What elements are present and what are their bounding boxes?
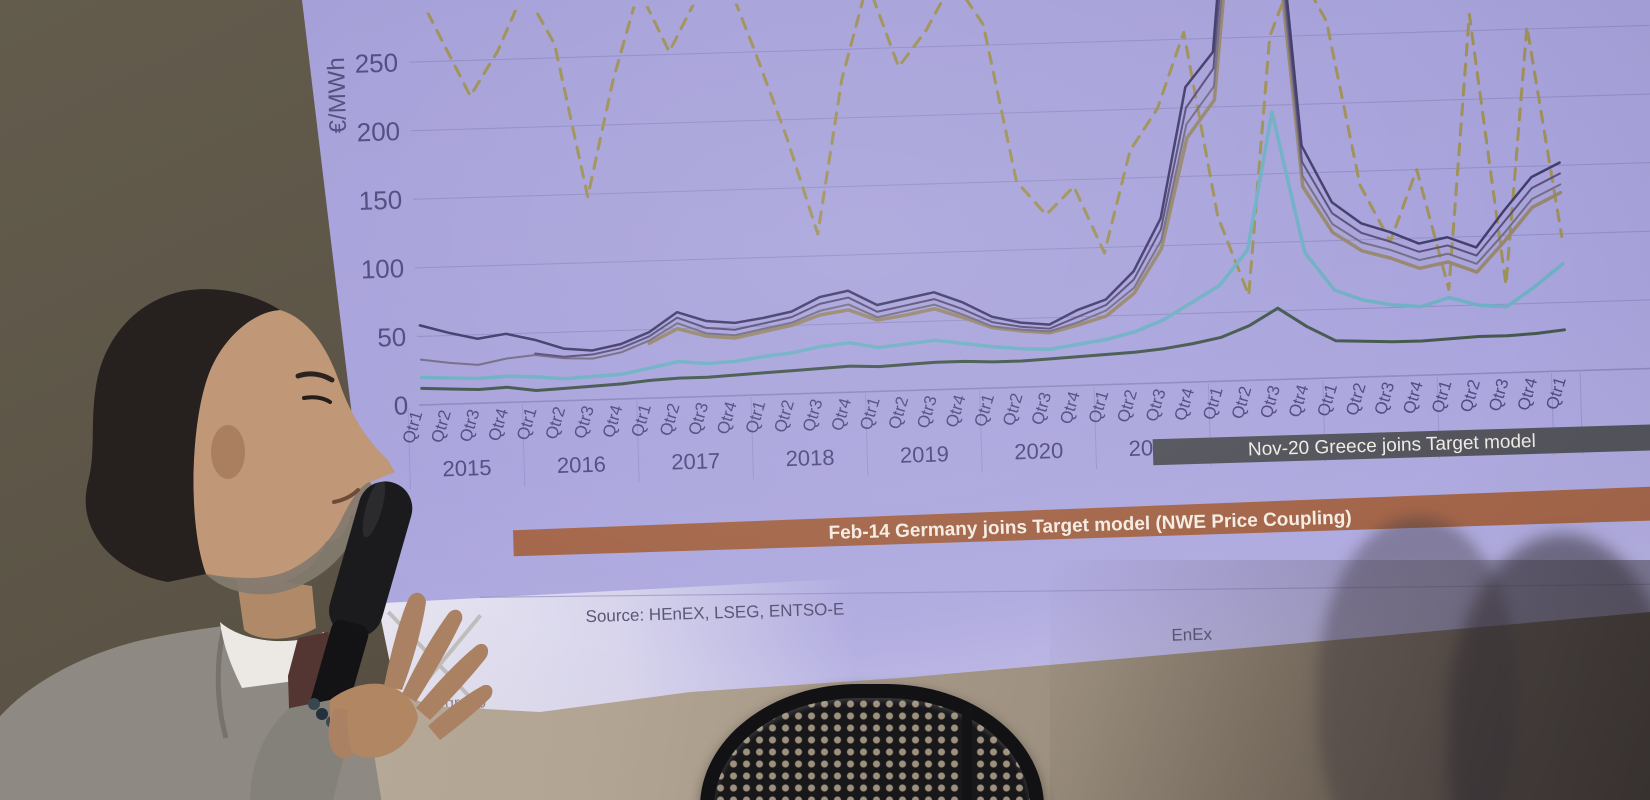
ear: [211, 425, 245, 479]
x-year-label: 2016: [557, 452, 607, 478]
mouth: [332, 488, 360, 504]
x-year-label: 2020: [1014, 438, 1064, 464]
y-axis-title: €/MWh: [323, 57, 352, 134]
x-year-label: 2015: [442, 455, 492, 481]
annotation-bar-greece: [1152, 424, 1650, 466]
y-tick-label: 200: [356, 116, 400, 147]
year-separator: [521, 403, 526, 486]
year-separator: [1093, 386, 1098, 469]
eyebrow: [295, 371, 335, 383]
x-year-label: 2019: [900, 441, 950, 467]
gridline: [409, 24, 1650, 63]
hair: [85, 289, 280, 582]
annotation-bar-germany: [513, 486, 1650, 557]
gridline: [419, 367, 1650, 406]
year-separator: [864, 393, 869, 476]
gridline: [413, 161, 1650, 200]
y-tick-label: 150: [358, 185, 402, 216]
year-separator: [636, 400, 640, 483]
y-tick-label: 50: [377, 322, 407, 353]
price-chart: 050100150200250Qtr1Qtr2Qtr3Qtr4Qtr1Qtr2Q…: [313, 0, 1650, 712]
year-separator: [979, 390, 983, 473]
y-tick-label: 100: [360, 253, 404, 284]
chart-svg: 050100150200250Qtr1Qtr2Qtr3Qtr4Qtr1Qtr2Q…: [323, 0, 1650, 712]
gridline: [411, 93, 1650, 132]
series-purple: [534, 0, 1561, 358]
series-dark-green: [420, 306, 1567, 393]
series-teal: [419, 110, 1565, 381]
chair-seam: [962, 704, 972, 800]
presenter-figure: [0, 289, 493, 800]
eye: [302, 395, 332, 404]
y-tick-label: 250: [354, 48, 398, 79]
x-year-label: 2017: [671, 448, 721, 474]
x-year-label: 2018: [785, 445, 835, 471]
year-separator: [407, 407, 411, 490]
gridline: [417, 299, 1650, 337]
year-separator: [750, 397, 754, 480]
brand-footer: EnEx: [1171, 625, 1213, 645]
series-violet-gray: [419, 0, 1562, 366]
series-mauve-tan: [647, 0, 1563, 346]
slide-divider-line: [479, 583, 1650, 598]
series-navy: [418, 0, 1561, 352]
mesh-chair: [700, 684, 1044, 800]
y-tick-label: 0: [393, 390, 408, 420]
arm-sleeve: [250, 700, 345, 800]
hand: [328, 592, 493, 759]
suit-lapel-left: [215, 627, 229, 739]
series-dashed-olive: [408, 0, 1564, 297]
